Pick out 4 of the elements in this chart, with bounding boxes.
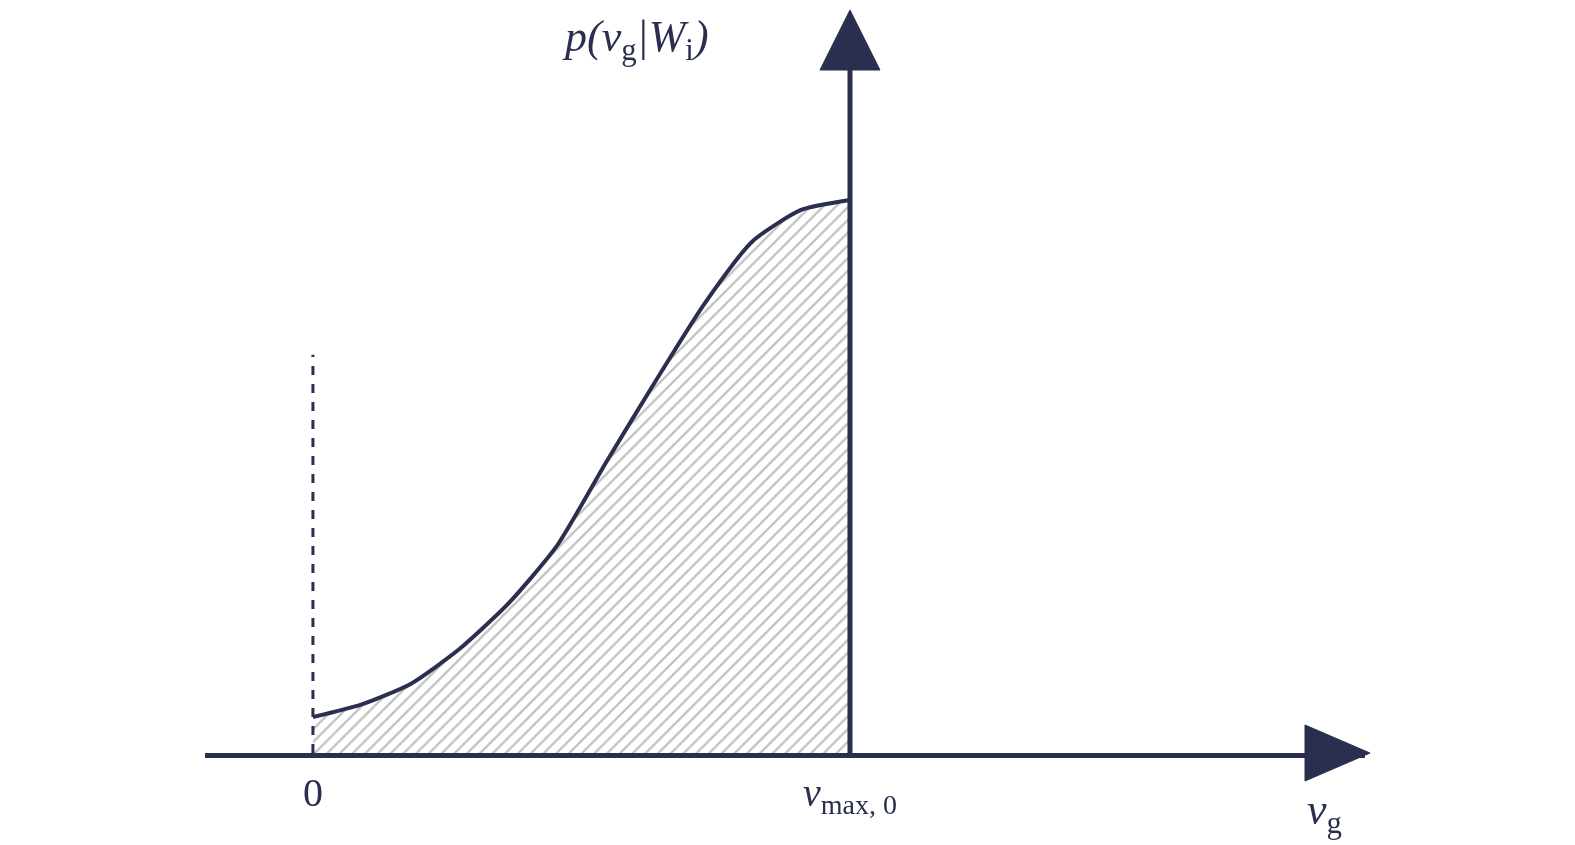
text: v$_{g}$ bbox=[1307, 785, 1342, 841]
y-axis-title: p(v$_{g}$|W$_{i}$) bbox=[562, 12, 709, 68]
x-tick-label: v$_{max, 0}$ bbox=[802, 770, 897, 821]
x-tick-label: 0 bbox=[302, 770, 323, 815]
